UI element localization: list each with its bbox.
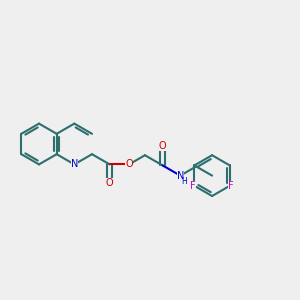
Text: O: O <box>125 159 133 170</box>
Text: H: H <box>181 176 187 185</box>
Text: N: N <box>177 171 184 181</box>
Text: O: O <box>159 141 167 151</box>
Text: F: F <box>228 181 234 191</box>
Text: O: O <box>106 178 113 188</box>
Text: F: F <box>190 181 196 191</box>
Text: N: N <box>70 159 78 170</box>
